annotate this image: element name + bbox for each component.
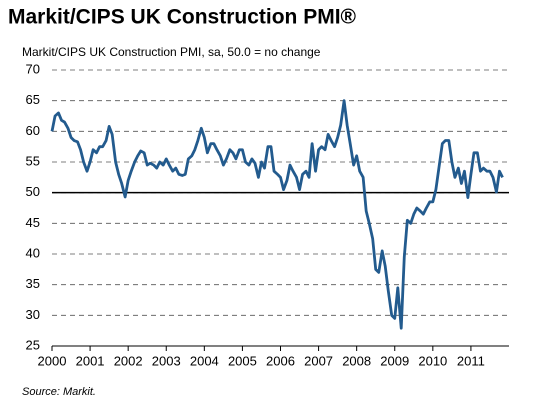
source-note: Source: Markit. — [22, 386, 96, 398]
y-tick-label: 60 — [26, 123, 40, 138]
x-tick-label: 2010 — [418, 353, 447, 368]
y-tick-label: 45 — [26, 215, 40, 230]
x-tick-label: 2001 — [76, 353, 105, 368]
x-tick-label: 2002 — [114, 353, 143, 368]
y-tick-label: 70 — [26, 61, 40, 76]
y-tick-label: 25 — [26, 337, 40, 352]
chart-subtitle: Markit/CIPS UK Construction PMI, sa, 50.… — [22, 45, 321, 59]
x-tick-label: 2006 — [266, 353, 295, 368]
y-tick-label: 55 — [26, 153, 40, 168]
x-tick-label: 2007 — [304, 353, 333, 368]
x-tick-label: 2008 — [342, 353, 371, 368]
data-line — [50, 99, 504, 330]
y-tick-label: 65 — [26, 92, 40, 107]
x-tick-label: 2005 — [228, 353, 257, 368]
chart-title: Markit/CIPS UK Construction PMI® — [8, 6, 357, 29]
x-tick-label: 2011 — [457, 353, 485, 368]
x-tick-label: 2003 — [152, 353, 181, 368]
y-tick-label: 30 — [26, 307, 40, 322]
x-tick-label: 2009 — [380, 353, 409, 368]
x-tick-label: 2004 — [190, 353, 219, 368]
y-tick-label: 40 — [26, 245, 40, 260]
y-tick-label: 50 — [26, 184, 40, 199]
x-tick-label: 2000 — [38, 353, 67, 368]
y-tick-label: 35 — [26, 276, 40, 291]
